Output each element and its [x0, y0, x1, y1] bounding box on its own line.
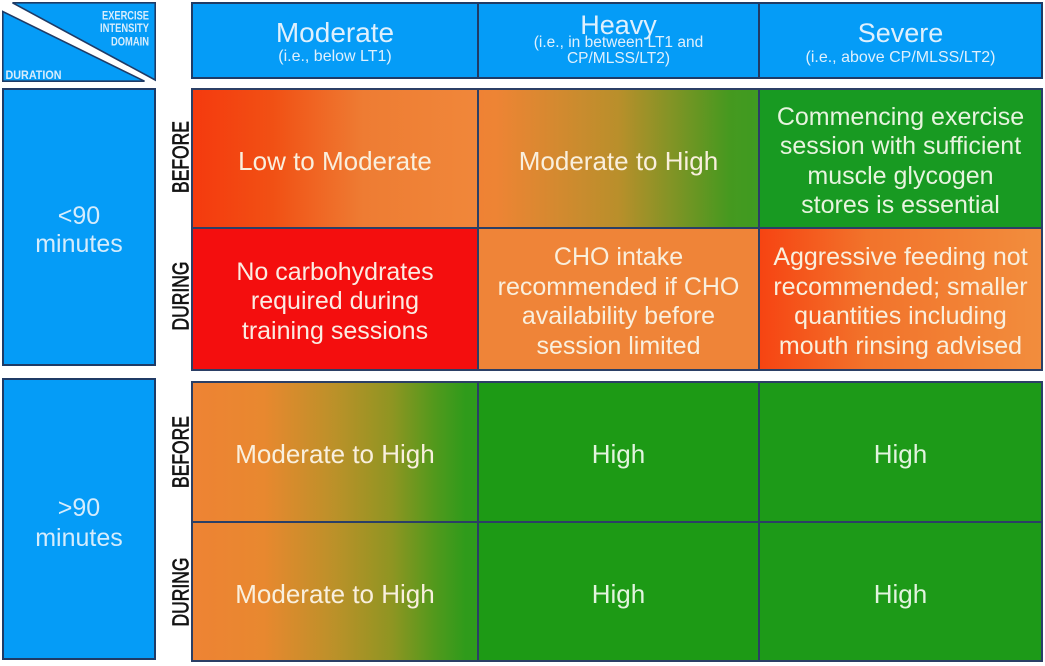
svg-text:DURATION: DURATION [6, 68, 62, 82]
svg-text:DOMAIN: DOMAIN [111, 36, 149, 49]
svg-text:EXERCISE: EXERCISE [102, 10, 149, 23]
svg-text:INTENSITY: INTENSITY [100, 22, 149, 35]
